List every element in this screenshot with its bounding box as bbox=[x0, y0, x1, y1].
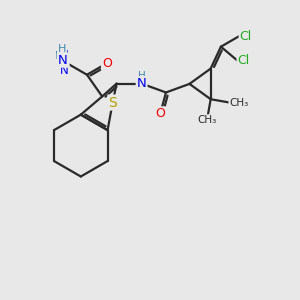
Text: H: H bbox=[138, 71, 146, 81]
Text: H
N: H N bbox=[60, 49, 69, 76]
Text: O: O bbox=[102, 57, 112, 70]
Text: H: H bbox=[55, 51, 62, 61]
Text: N: N bbox=[137, 77, 146, 90]
Text: Cl: Cl bbox=[240, 30, 252, 43]
Text: H: H bbox=[58, 44, 67, 54]
Text: N: N bbox=[58, 54, 68, 67]
Text: Cl: Cl bbox=[238, 54, 250, 67]
Text: CH₃: CH₃ bbox=[229, 98, 249, 108]
Text: S: S bbox=[108, 95, 117, 110]
Text: O: O bbox=[155, 107, 165, 120]
Text: CH₃: CH₃ bbox=[197, 115, 217, 125]
